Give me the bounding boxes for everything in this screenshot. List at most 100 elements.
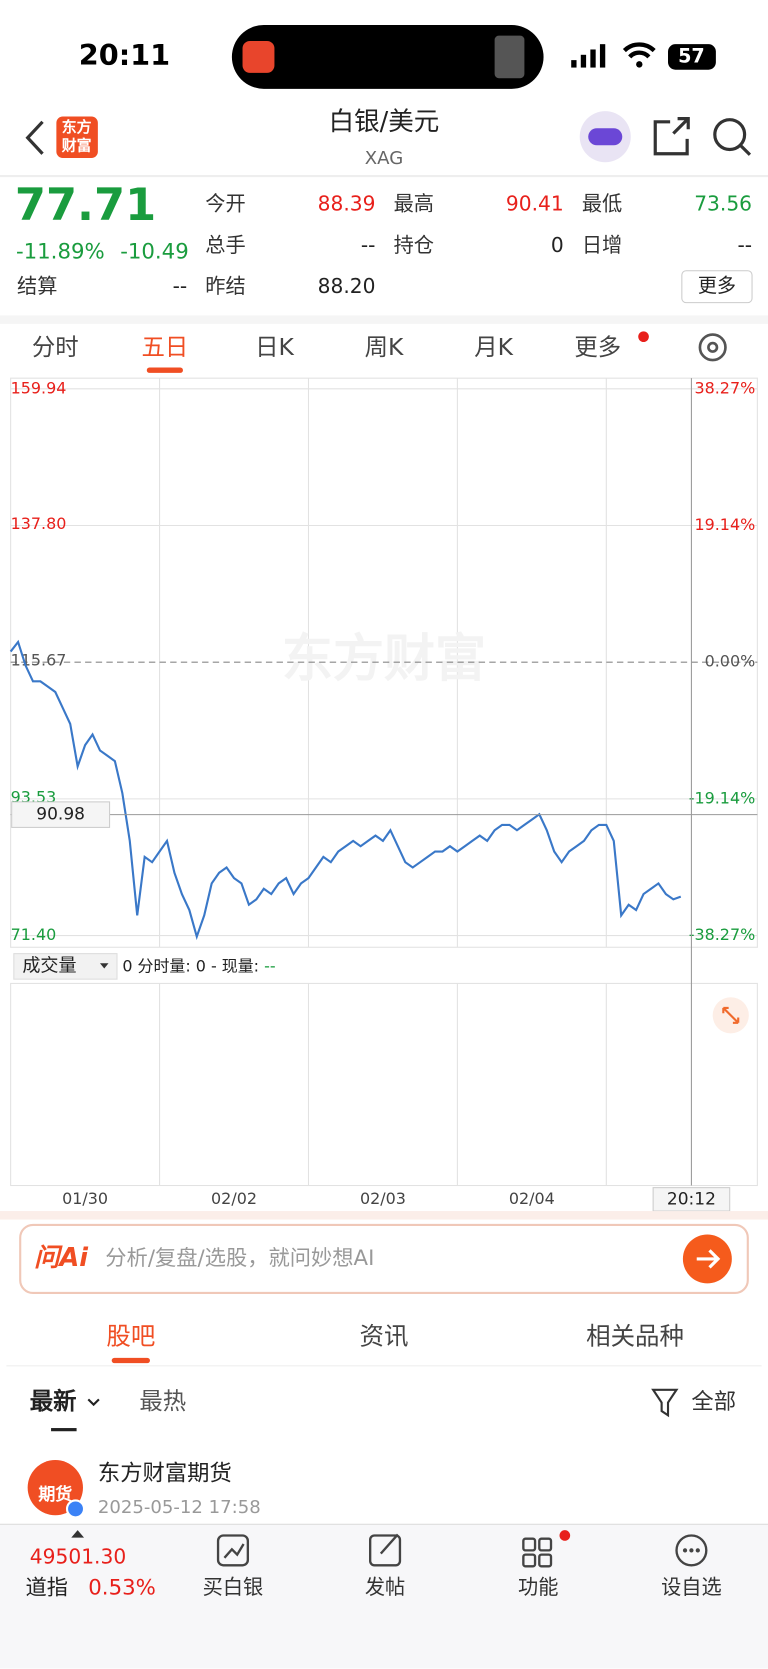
avatar bbox=[27, 1459, 83, 1516]
crosshair-box bbox=[11, 801, 111, 828]
filters: 最新 最热 bbox=[30, 1387, 186, 1432]
y-tick-label: 137.80 bbox=[11, 514, 67, 533]
wifi bbox=[622, 42, 656, 59]
crosshair-time: 20:12 bbox=[667, 1189, 716, 1209]
tab[interactable]: 更多 bbox=[574, 333, 621, 361]
post-time: 2025-05-12 17:58 bbox=[98, 1497, 261, 1518]
ai-placeholder: 分析/复盘/选股，就问妙想AI bbox=[105, 1246, 374, 1271]
post-author: 东方财富期货 bbox=[98, 1460, 232, 1486]
more-button[interactable] bbox=[681, 270, 753, 304]
y2-tick-label: -19.14% bbox=[689, 788, 756, 807]
bottom-item[interactable]: 功能 bbox=[518, 1575, 558, 1599]
stat-label: 最低 bbox=[582, 191, 622, 215]
section-tab[interactable]: 股吧 bbox=[106, 1322, 155, 1351]
stat-label: 结算 bbox=[17, 274, 57, 298]
bottom-items: 买白银 发帖 功能 设自选 bbox=[203, 1575, 722, 1599]
section-tab[interactable]: 相关品种 bbox=[586, 1322, 684, 1351]
dropdown bbox=[99, 963, 109, 969]
tabs: 分时 五日 日K 周K 月K 更多 bbox=[32, 333, 621, 373]
badge bbox=[559, 1530, 571, 1541]
arrow bbox=[696, 1249, 721, 1269]
y2-tick-label: 0.00% bbox=[705, 652, 756, 671]
bar-icons bbox=[216, 1533, 708, 1568]
change: -10.49 bbox=[120, 240, 189, 265]
stat-value: 88.39 bbox=[318, 191, 376, 215]
signal bbox=[571, 44, 606, 68]
stat-label: 今开 bbox=[205, 191, 245, 215]
y2-tick-label: -38.27% bbox=[689, 925, 756, 944]
tab[interactable]: 月K bbox=[474, 333, 513, 361]
stat-label: 持仓 bbox=[394, 233, 434, 257]
price-line bbox=[9, 639, 682, 941]
stat-value: -- bbox=[361, 233, 376, 257]
section-indicator bbox=[111, 1357, 150, 1364]
tab[interactable]: 分时 bbox=[32, 333, 79, 361]
tab[interactable]: 五日 bbox=[141, 333, 188, 361]
back-button[interactable] bbox=[25, 120, 44, 155]
volume-info-text: 0 分时量: 0 - 现量: bbox=[122, 956, 264, 975]
bottom-item[interactable]: 发帖 bbox=[365, 1575, 405, 1599]
ai-logo: 问Ai bbox=[34, 1243, 89, 1273]
logo[interactable] bbox=[56, 116, 98, 158]
change-pct: -11.89% bbox=[16, 240, 105, 265]
divider bbox=[0, 1211, 768, 1220]
section-tab[interactable]: 资讯 bbox=[360, 1322, 409, 1351]
app-icon bbox=[242, 40, 275, 73]
chart: 东方财富159.94137.80115.6793.5371.4038.27%19… bbox=[9, 378, 758, 1212]
stat-value: 90.41 bbox=[506, 191, 564, 215]
divider bbox=[0, 1523, 768, 1525]
volume-select[interactable] bbox=[13, 953, 118, 980]
watermark: 东方财富 bbox=[282, 630, 486, 689]
x-tick-label: 02/03 bbox=[360, 1189, 406, 1208]
tab-indicator bbox=[146, 367, 183, 373]
y2-tick-label: 19.14% bbox=[694, 515, 755, 534]
battery-level: 57 bbox=[678, 44, 705, 67]
tab[interactable]: 日K bbox=[255, 333, 294, 361]
y-tick-label: 115.67 bbox=[11, 651, 67, 670]
filter-all[interactable]: 全部 bbox=[691, 1389, 736, 1415]
more-label: 更多 bbox=[698, 274, 736, 297]
y-tick-label: 71.40 bbox=[11, 925, 57, 944]
divider bbox=[6, 1365, 762, 1367]
x-tick-label: 01/30 bbox=[62, 1189, 108, 1208]
avatar-text: 期货 bbox=[38, 1484, 72, 1505]
logo-text: 财富 bbox=[62, 136, 92, 154]
search-button[interactable] bbox=[713, 118, 747, 152]
crosshair-value: 90.98 bbox=[36, 805, 85, 825]
volume-label: 成交量 bbox=[22, 955, 76, 976]
search-handle bbox=[739, 144, 752, 156]
bottom-item[interactable]: 买白银 bbox=[203, 1575, 264, 1599]
wifi-dot bbox=[636, 61, 643, 68]
index-value: 49501.30 bbox=[30, 1544, 126, 1568]
filter-icon bbox=[651, 1388, 679, 1418]
filter-tab[interactable]: 最热 bbox=[139, 1387, 186, 1415]
stats: 今开 88.39 最高 90.41 最低 73.56 总手 -- 持仓 0 日增 -- 结算 -- 昨结 88… bbox=[17, 191, 752, 298]
stat-value: 73.56 bbox=[694, 191, 752, 215]
volume-info: 0 分时量: 0 - 现量: -- bbox=[122, 956, 275, 975]
x-tick-label: 02/04 bbox=[509, 1189, 555, 1208]
x-tick-label: 02/02 bbox=[211, 1189, 257, 1208]
share-button[interactable] bbox=[653, 117, 690, 156]
stat-label: 总手 bbox=[205, 233, 245, 257]
ai-search[interactable] bbox=[19, 1223, 749, 1295]
clock: 20:11 bbox=[79, 38, 170, 72]
logo-text: 东方 bbox=[62, 118, 92, 136]
stat-label: 日增 bbox=[582, 233, 622, 257]
bottom-item[interactable]: 设自选 bbox=[661, 1575, 722, 1599]
badge bbox=[638, 331, 649, 343]
y-tick-label: 159.94 bbox=[11, 378, 67, 397]
settings-center bbox=[707, 341, 719, 353]
filter-tab[interactable]: 最新 bbox=[30, 1387, 77, 1415]
filter-caret bbox=[87, 1398, 100, 1407]
dynamic-island bbox=[231, 25, 544, 89]
tab[interactable]: 周K bbox=[365, 333, 404, 361]
price: 77.71 bbox=[15, 179, 156, 231]
y2-tick-label: 38.27% bbox=[694, 378, 755, 397]
collapse[interactable] bbox=[71, 1530, 85, 1538]
settings-button[interactable] bbox=[698, 333, 727, 362]
filter-indicator bbox=[51, 1428, 77, 1432]
volume-now: -- bbox=[264, 956, 276, 975]
